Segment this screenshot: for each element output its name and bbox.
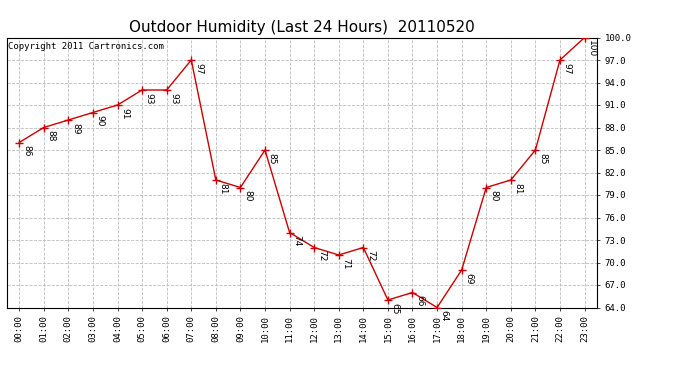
Text: 88: 88 xyxy=(46,130,56,142)
Text: 93: 93 xyxy=(170,93,179,104)
Text: 91: 91 xyxy=(120,108,129,119)
Text: 69: 69 xyxy=(464,273,473,284)
Text: 86: 86 xyxy=(22,145,31,157)
Text: 80: 80 xyxy=(243,190,253,202)
Text: 65: 65 xyxy=(391,303,400,314)
Text: 72: 72 xyxy=(366,250,375,262)
Text: 85: 85 xyxy=(268,153,277,164)
Title: Outdoor Humidity (Last 24 Hours)  20110520: Outdoor Humidity (Last 24 Hours) 2011052… xyxy=(129,20,475,35)
Text: 100: 100 xyxy=(587,40,596,57)
Text: 93: 93 xyxy=(145,93,154,104)
Text: 90: 90 xyxy=(96,115,105,127)
Text: 66: 66 xyxy=(415,295,424,307)
Text: 72: 72 xyxy=(317,250,326,262)
Text: Copyright 2011 Cartronics.com: Copyright 2011 Cartronics.com xyxy=(8,42,164,51)
Text: 85: 85 xyxy=(538,153,547,164)
Text: 74: 74 xyxy=(293,235,302,247)
Text: 97: 97 xyxy=(563,63,572,74)
Text: 97: 97 xyxy=(194,63,203,74)
Text: 81: 81 xyxy=(513,183,522,194)
Text: 64: 64 xyxy=(440,310,449,322)
Text: 80: 80 xyxy=(489,190,498,202)
Text: 89: 89 xyxy=(71,123,80,134)
Text: 71: 71 xyxy=(342,258,351,269)
Text: 81: 81 xyxy=(219,183,228,194)
